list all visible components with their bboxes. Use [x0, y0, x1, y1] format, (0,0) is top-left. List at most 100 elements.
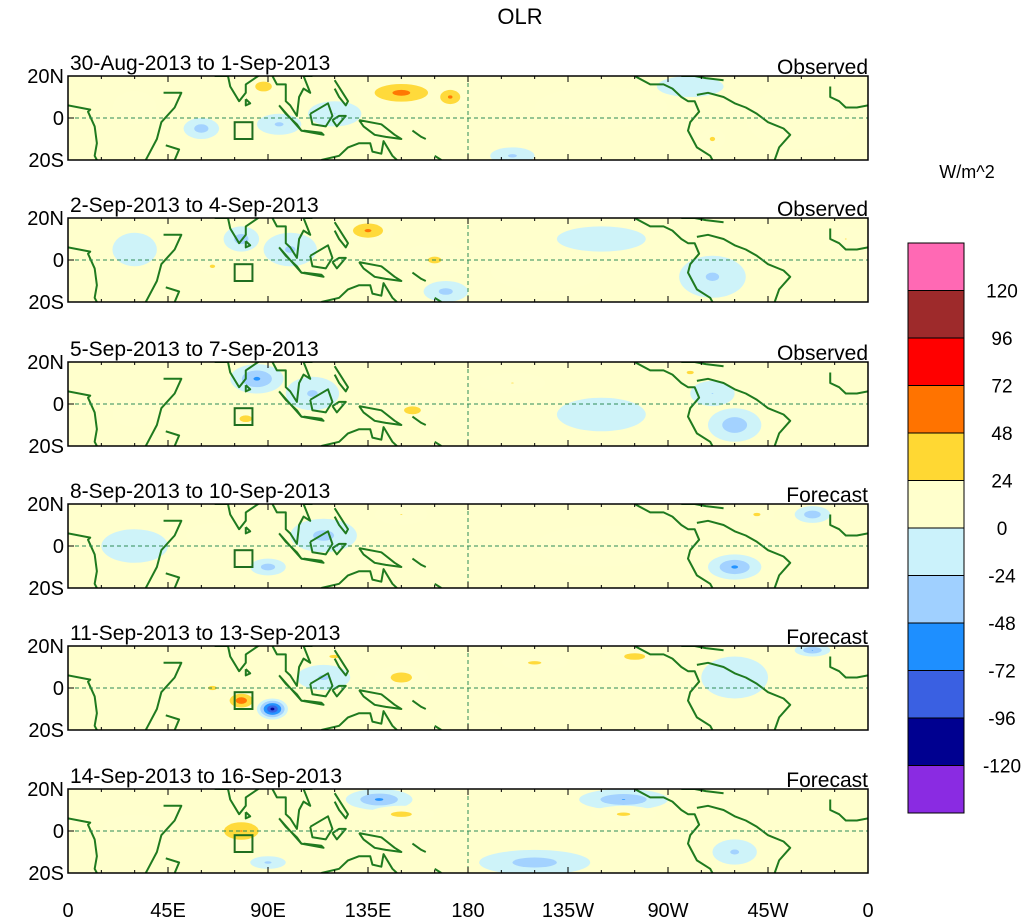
anomaly-blob [390, 672, 413, 683]
index-box [233, 834, 254, 854]
colorbar-swatch [907, 765, 965, 814]
colorbar-swatch [907, 290, 965, 339]
anomaly-blob [508, 154, 517, 158]
coastline [165, 714, 181, 730]
anomaly-blob [616, 812, 631, 816]
coastline [358, 119, 403, 140]
anomaly-blob [253, 376, 261, 381]
coastline [321, 710, 398, 730]
colorbar-level-label: -120 [983, 757, 1021, 778]
anomaly-blob [556, 397, 646, 432]
coastline [696, 661, 792, 730]
coastline [829, 514, 868, 537]
anomaly-blob [811, 649, 814, 651]
coastline [358, 689, 403, 710]
anomaly-blob [438, 288, 453, 295]
coastline [214, 789, 261, 816]
coastline [68, 817, 98, 873]
anomaly-field [190, 646, 831, 730]
anomaly-blob [556, 226, 646, 252]
anomaly-field [101, 789, 757, 873]
coastlines [68, 362, 868, 446]
y-tick-label: 20S [28, 150, 64, 172]
coastline [144, 804, 183, 873]
anomaly-field [112, 76, 857, 160]
y-tick-label: 0 [53, 821, 64, 843]
coastline [634, 362, 714, 446]
colorbar-swatch [907, 432, 965, 481]
y-tick-label: 0 [53, 394, 64, 416]
coastline [309, 530, 334, 556]
anomaly-blob [364, 228, 372, 233]
coastline [331, 827, 347, 841]
coastline [321, 426, 398, 446]
coastline [634, 76, 714, 160]
coastline [214, 504, 261, 531]
y-tick-label: 20S [28, 863, 64, 885]
colorbar-swatch [907, 337, 965, 386]
anomaly-blob [185, 522, 240, 549]
coastline [244, 668, 252, 677]
x-tick-label: 90E [250, 900, 286, 922]
index-box [233, 691, 254, 711]
panel-5: 20N 0 20S 11-Sep-2013 to 13-Sep-2013 Forecas… [27, 622, 869, 742]
anomaly-blob [404, 406, 421, 415]
colorbar-level-label: -96 [988, 709, 1015, 730]
anomaly-blob [511, 382, 514, 384]
panel-4: 20N 0 20S 8-Sep-2013 to 10-Sep-2013 Forecast [27, 480, 869, 600]
coastline [411, 842, 427, 853]
coastline [829, 372, 868, 395]
x-tick-label: 180 [451, 900, 484, 922]
coastline [165, 430, 181, 446]
coastline [358, 832, 403, 853]
anomaly-blob [374, 798, 384, 801]
coastline [331, 684, 347, 698]
coastline [68, 390, 98, 446]
panel-6: 20N 0 20S 14-Sep-2013 to 16-Sep-2013 Forecas… [27, 765, 869, 885]
coastline [681, 362, 724, 368]
coastline [278, 104, 303, 132]
colorbar-level-label: 0 [997, 519, 1008, 540]
coastline [321, 853, 398, 873]
coastlines [68, 76, 868, 160]
coastline [68, 532, 98, 588]
anomaly-blob [400, 514, 403, 515]
panel-date-range: 8-Sep-2013 to 10-Sep-2013 [70, 480, 330, 503]
panel-kind-label: Forecast [786, 769, 868, 792]
y-tick-label: 20S [28, 292, 64, 314]
coastline [68, 246, 98, 302]
coastline [829, 228, 868, 251]
coastline [829, 799, 868, 822]
panel-kind-label: Forecast [786, 626, 868, 649]
anomaly-blob [490, 147, 535, 160]
index-box [233, 407, 254, 427]
colorbar-swatch [907, 717, 965, 766]
y-tick-label: 20N [27, 66, 64, 88]
coastline [411, 129, 427, 140]
y-tick-label: 0 [53, 108, 64, 130]
anomaly-blob [624, 653, 646, 660]
coastline [411, 415, 427, 426]
coastline [214, 362, 261, 389]
coastline [244, 240, 252, 249]
anomaly-blob [390, 811, 412, 817]
coastline [696, 91, 792, 160]
coastline [271, 218, 313, 259]
anomaly-blob [264, 861, 272, 864]
coastline [278, 246, 303, 274]
panel-date-range: 11-Sep-2013 to 13-Sep-2013 [70, 622, 340, 645]
y-tick-label: 0 [53, 250, 64, 272]
anomaly-blob [270, 707, 275, 711]
anomaly-blob [260, 563, 276, 571]
colorbar-level-label: 24 [991, 472, 1013, 493]
colorbar-swatch [907, 480, 965, 529]
anomaly-blob [240, 830, 243, 832]
anomaly-blob [112, 401, 157, 428]
x-tick-label: 45W [747, 900, 788, 922]
coastline [309, 672, 334, 698]
coastline [634, 646, 714, 730]
panel-kind-label: Observed [777, 342, 868, 365]
coastline [309, 244, 334, 270]
coastline [411, 271, 427, 282]
